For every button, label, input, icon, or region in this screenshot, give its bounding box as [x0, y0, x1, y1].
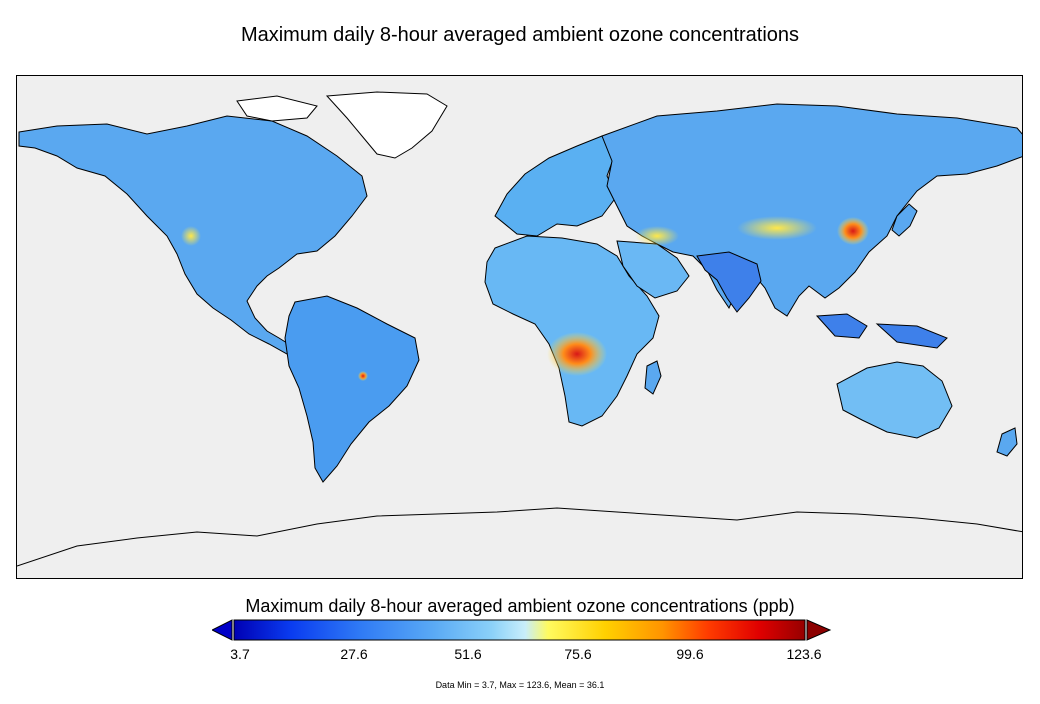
arabian-peninsula: [616, 240, 690, 299]
colorbar-tick: 27.6: [340, 646, 368, 662]
colorbar-extend-right: [806, 619, 832, 641]
colorbar-tick: 3.7: [230, 646, 250, 662]
colorbar-extend-left: [212, 619, 233, 641]
greenland: [325, 91, 448, 159]
arctic-islands: [236, 95, 318, 122]
map-title: Maximum daily 8-hour averaged ambient oz…: [240, 24, 800, 46]
colorbar: [212, 619, 832, 641]
colorbar-title: Maximum daily 8-hour averaged ambient oz…: [245, 596, 795, 616]
africa: [484, 235, 660, 427]
colorbar-tick: 51.6: [454, 646, 482, 662]
world-map-canvas: [17, 91, 1022, 567]
colorbar-tick: 75.6: [564, 646, 592, 662]
colorbar-tick: 123.6: [786, 646, 822, 662]
southeast-asia-islands: [815, 313, 948, 349]
colorbar-gradient: [233, 619, 806, 641]
colorbar-tick: 99.6: [676, 646, 704, 662]
world-map: [16, 75, 1023, 579]
japan: [891, 203, 918, 237]
australia: [836, 361, 953, 439]
indian-subcontinent: [696, 251, 762, 313]
data-stats: Data Min = 3.7, Max = 123.6, Mean = 36.1: [435, 680, 605, 690]
europe: [494, 135, 618, 237]
madagascar: [644, 360, 662, 395]
antarctica-coastline: [17, 507, 1022, 567]
south-america: [284, 295, 420, 483]
new-zealand: [996, 427, 1018, 457]
